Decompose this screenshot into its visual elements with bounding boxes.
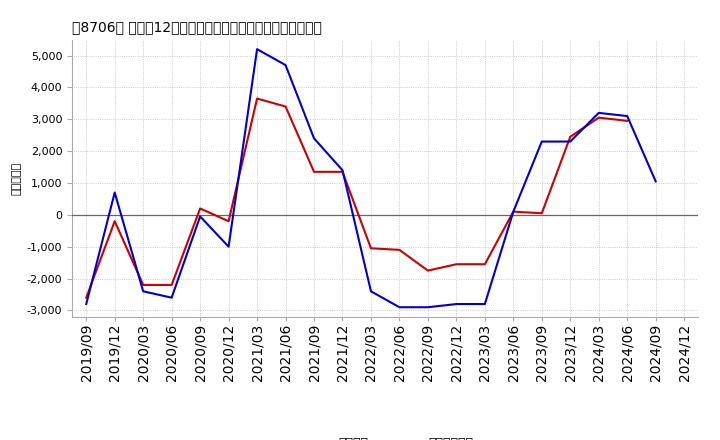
経常利益 (225, 244, 233, 249)
経常利益 (366, 289, 375, 294)
経常利益 (139, 289, 148, 294)
当期経常利益 (566, 134, 575, 139)
経常利益 (282, 62, 290, 68)
経常利益 (652, 179, 660, 184)
経常利益 (395, 304, 404, 310)
当期経常利益 (139, 282, 148, 288)
経常利益 (423, 304, 432, 310)
経常利益 (253, 47, 261, 52)
当期経常利益 (282, 104, 290, 109)
当期経常利益 (480, 262, 489, 267)
Y-axis label: （百万円）: （百万円） (11, 161, 21, 195)
経常利益 (566, 139, 575, 144)
当期経常利益 (537, 211, 546, 216)
当期経常利益 (623, 118, 631, 124)
当期経常利益 (423, 268, 432, 273)
経常利益 (110, 190, 119, 195)
経常利益 (338, 168, 347, 173)
経常利益 (196, 214, 204, 219)
当期経常利益 (253, 96, 261, 101)
当期経常利益 (395, 247, 404, 253)
経常利益 (480, 301, 489, 307)
経常利益 (82, 301, 91, 307)
当期経常利益 (110, 219, 119, 224)
Line: 当期経常利益: 当期経常利益 (86, 99, 627, 298)
Legend: 経常利益, 当期経常利益: 経常利益, 当期経常利益 (292, 432, 478, 440)
当期経常利益 (82, 295, 91, 301)
経常利益 (595, 110, 603, 116)
当期経常利益 (310, 169, 318, 175)
当期経常利益 (595, 115, 603, 120)
当期経常利益 (196, 206, 204, 211)
経常利益 (537, 139, 546, 144)
経常利益 (623, 114, 631, 119)
Text: ［8706］ 利益だ12か月移動合計の対前年同期増減額の推移: ［8706］ 利益だ12か月移動合計の対前年同期増減額の推移 (72, 20, 322, 34)
経常利益 (310, 136, 318, 141)
経常利益 (167, 295, 176, 301)
当期経常利益 (338, 169, 347, 175)
Line: 経常利益: 経常利益 (86, 49, 656, 307)
当期経常利益 (167, 282, 176, 288)
当期経常利益 (509, 209, 518, 214)
経常利益 (452, 301, 461, 307)
経常利益 (509, 209, 518, 214)
当期経常利益 (366, 246, 375, 251)
当期経常利益 (225, 219, 233, 224)
当期経常利益 (452, 262, 461, 267)
